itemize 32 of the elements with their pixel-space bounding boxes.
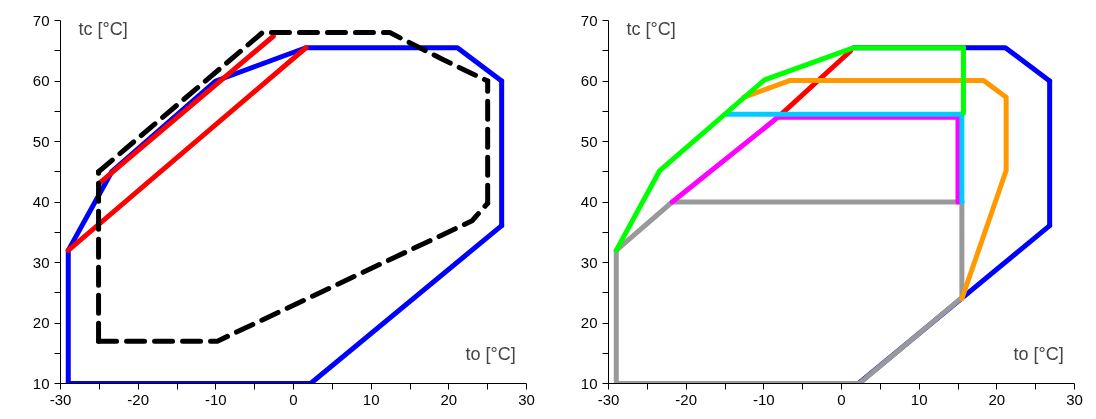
y-tick-label: 40 [32, 193, 50, 210]
x-tick-label: 30 [518, 390, 535, 408]
x-tick-label: -10 [204, 390, 227, 408]
x-tick-label: -20 [675, 390, 698, 408]
y-tick-label: 70 [32, 11, 50, 29]
y-tick-label: 40 [580, 193, 598, 210]
y-tick-label: 50 [580, 132, 598, 150]
x-tick-label: 0 [837, 390, 846, 408]
y-axis-title: tc [°C] [78, 18, 128, 39]
y-tick-label: 20 [32, 314, 50, 331]
y-tick-label: 10 [580, 374, 598, 392]
y-axis-title: tc [°C] [626, 18, 676, 39]
x-tick-label: 10 [910, 390, 928, 408]
y-tick-label: 50 [32, 132, 50, 150]
y-tick-label: 60 [580, 72, 598, 89]
y-tick-label: 60 [32, 72, 50, 89]
x-tick-label: 0 [289, 390, 298, 408]
x-tick-label: 20 [440, 390, 458, 408]
y-tick-label: 20 [580, 314, 598, 331]
x-tick-label: -30 [49, 390, 72, 408]
x-tick-label: -10 [752, 390, 775, 408]
x-tick-label: 10 [362, 390, 380, 408]
x-axis-title: to [°C] [465, 343, 516, 364]
y-tick-label: 30 [32, 253, 50, 271]
y-tick-label: 10 [32, 374, 50, 392]
x-tick-label: -20 [127, 390, 150, 408]
y-tick-label: 70 [580, 11, 598, 29]
x-tick-label: -30 [597, 390, 620, 408]
x-tick-label: 20 [988, 390, 1006, 408]
x-axis-title: to [°C] [1013, 343, 1064, 364]
x-tick-label: 30 [1066, 390, 1083, 408]
y-tick-label: 30 [580, 253, 598, 271]
